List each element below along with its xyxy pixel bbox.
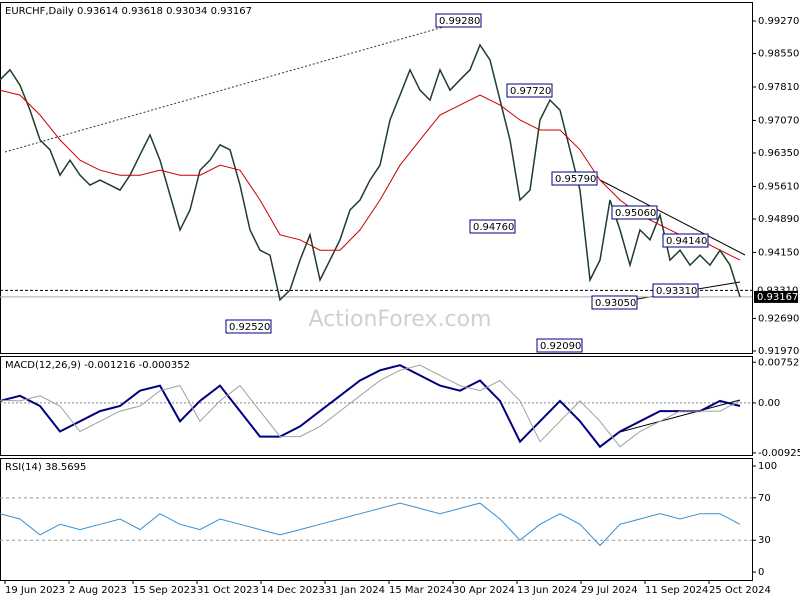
y-tick-label: 70 <box>758 493 771 504</box>
x-tick-label: 13 Jun 2024 <box>517 585 577 596</box>
x-tick-label: 14 Dec 2023 <box>261 585 325 596</box>
trend-line <box>4 15 483 153</box>
annotation-box <box>591 295 638 310</box>
y-tick-label: 0.97070 <box>758 115 799 126</box>
annotation-box <box>662 233 709 248</box>
annotation-box <box>536 338 583 353</box>
annotation-label: 0.95060 <box>615 208 656 219</box>
y-tick-label: 0.00 <box>758 398 780 409</box>
annotation-box <box>652 283 699 298</box>
series-line <box>0 43 741 302</box>
annotation-label: 0.94140 <box>666 236 707 247</box>
x-tick-label: 31 Jan 2024 <box>325 585 385 596</box>
x-tick-label: 15 Sep 2023 <box>133 585 196 596</box>
annotation-label: 0.93050 <box>595 298 636 309</box>
x-tick-label: 2 Aug 2023 <box>69 585 127 596</box>
annotation-label: 0.94760 <box>473 222 514 233</box>
y-tick-label: 0.94890 <box>758 214 799 225</box>
macd-panel <box>0 356 753 456</box>
annotation-box <box>551 171 598 186</box>
x-tick-label: 31 Oct 2023 <box>197 585 259 596</box>
annotation-box <box>435 13 482 28</box>
y-tick-label: 0 <box>758 567 764 578</box>
series-line <box>0 502 741 547</box>
series-line <box>0 364 741 449</box>
y-tick-label: 0.95610 <box>758 181 799 192</box>
rsi-title: RSI(14) 38.5695 <box>5 462 86 473</box>
y-tick-label: 0.91970 <box>758 346 799 357</box>
annotation-label: 0.95790 <box>555 174 596 185</box>
series-line <box>0 89 741 261</box>
y-tick-label: 0.97810 <box>758 82 799 93</box>
annotation-label: 0.99280 <box>439 16 480 27</box>
price-title: EURCHF,Daily 0.93614 0.93618 0.93034 0.9… <box>5 6 252 17</box>
rsi-panel <box>0 458 753 581</box>
annotation-box <box>611 205 658 220</box>
annotation-box <box>469 219 516 234</box>
x-tick-label: 30 Apr 2024 <box>453 585 515 596</box>
macd-title: MACD(12,26,9) -0.001216 -0.000352 <box>5 360 190 371</box>
y-tick-label: 30 <box>758 535 771 546</box>
trend-line <box>599 179 746 256</box>
y-tick-label: 0.96350 <box>758 148 799 159</box>
annotation-label: 0.92090 <box>540 341 581 352</box>
annotation-label: 0.92520 <box>229 322 270 333</box>
price-panel <box>0 2 753 354</box>
y-tick-label: 0.99270 <box>758 16 799 27</box>
x-tick-label: 19 Jun 2023 <box>5 585 65 596</box>
annotation-box <box>225 319 272 334</box>
x-tick-label: 25 Oct 2024 <box>709 585 771 596</box>
y-tick-label: 100 <box>758 461 777 472</box>
y-tick-label: 0.92690 <box>758 313 799 324</box>
annotation-box <box>506 83 553 98</box>
x-tick-label: 29 Jul 2024 <box>581 585 638 596</box>
y-tick-label: 0.007526 <box>758 357 800 368</box>
y-tick-label: 0.98550 <box>758 49 799 60</box>
watermark: ActionForex.com <box>309 307 492 332</box>
price-tag-label: 0.93167 <box>757 292 798 303</box>
x-tick-label: 15 Mar 2024 <box>389 585 452 596</box>
annotation-label: 0.93310 <box>656 286 697 297</box>
macd-trend-line <box>619 399 741 433</box>
y-tick-label: -0.009252 <box>758 448 800 459</box>
price-tag <box>754 290 798 303</box>
annotation-label: 0.97720 <box>510 86 551 97</box>
x-tick-label: 11 Sep 2024 <box>645 585 708 596</box>
series-line <box>0 364 741 448</box>
y-tick-label: 0.94150 <box>758 247 799 258</box>
